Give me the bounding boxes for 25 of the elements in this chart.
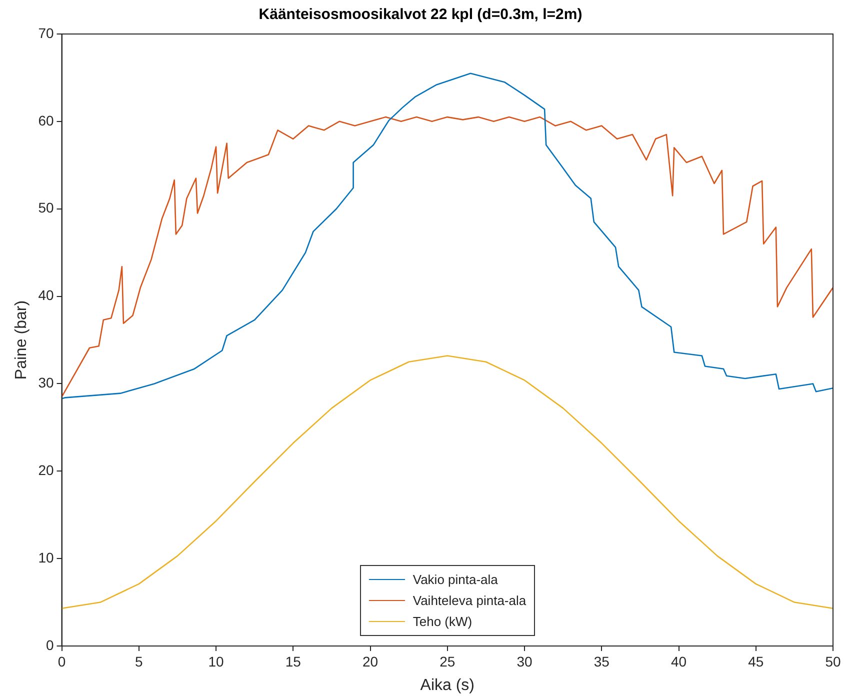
legend-label: Teho (kW) xyxy=(412,613,474,631)
x-tick-label: 35 xyxy=(594,653,610,670)
x-tick-label: 5 xyxy=(134,653,143,670)
y-tick-label: 50 xyxy=(38,200,54,216)
x-tick-label: 45 xyxy=(748,653,764,670)
y-tick-label: 30 xyxy=(38,374,54,391)
y-axis-title: Paine (bar) xyxy=(13,300,30,380)
x-axis-title: Aika (s) xyxy=(420,676,475,694)
legend-label: Vaihteleva pinta-ala xyxy=(412,592,526,610)
x-tick-label: 40 xyxy=(670,653,687,670)
x-tick-label: 50 xyxy=(825,653,841,670)
x-tick-label: 30 xyxy=(516,653,533,670)
x-tick-label: 0 xyxy=(58,653,66,670)
y-tick-label: 70 xyxy=(38,24,54,41)
x-tick-label: 20 xyxy=(362,653,378,670)
legend-label: Vakio pinta-ala xyxy=(412,571,499,589)
x-tick-label: 25 xyxy=(440,653,456,670)
y-tick-label: 10 xyxy=(38,549,54,566)
x-tick-label: 10 xyxy=(208,653,224,670)
y-tick-label: 40 xyxy=(38,287,54,304)
y-tick-label: 0 xyxy=(46,636,54,653)
y-tick-label: 60 xyxy=(38,112,54,128)
x-tick-label: 15 xyxy=(285,653,302,670)
chart-title: Käänteisosmoosikalvot 22 kpl (d=0.3m, l=2m) xyxy=(258,6,582,24)
y-tick-label: 20 xyxy=(38,462,54,478)
